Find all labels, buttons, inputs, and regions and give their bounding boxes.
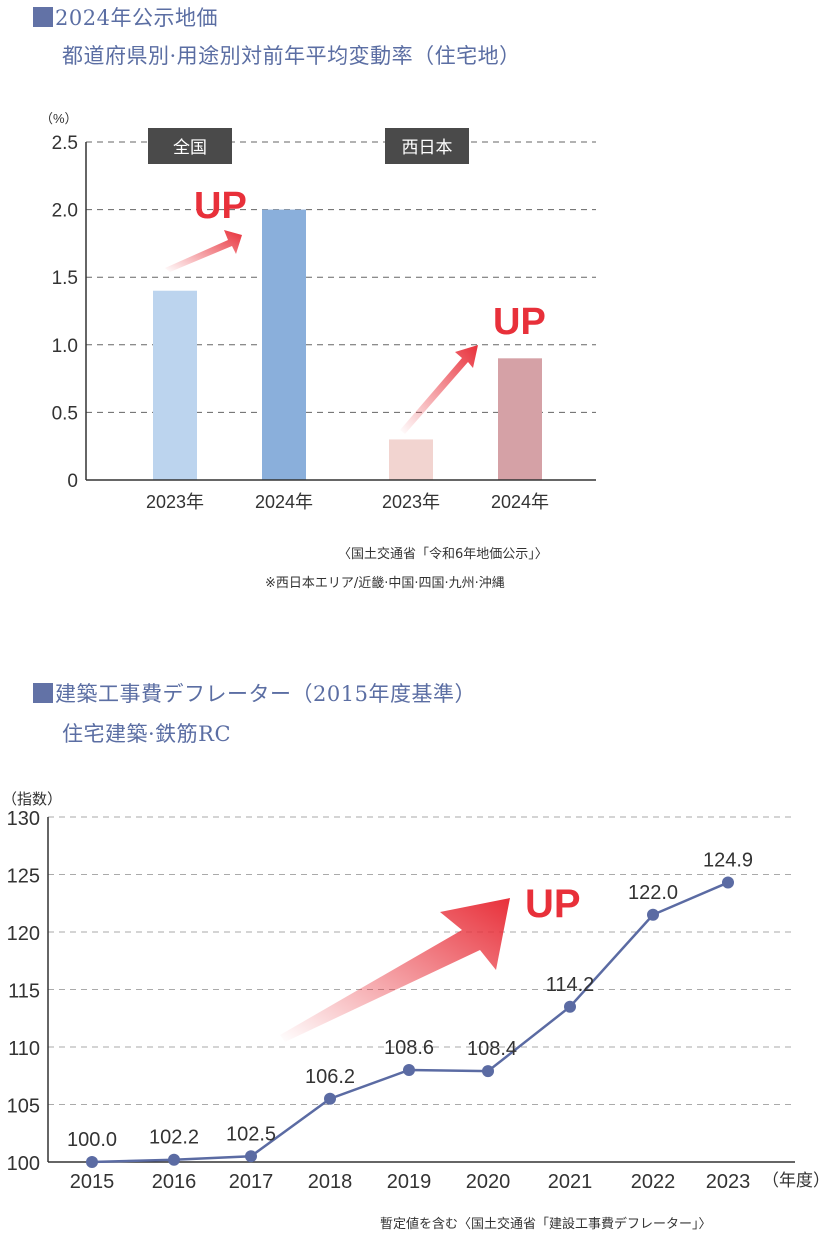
chart1-footnote: ※西日本エリア/近畿·中国·四国·九州·沖縄	[265, 576, 505, 591]
x-tick-label: 2022	[631, 1171, 676, 1193]
data-point	[168, 1153, 180, 1166]
data-label: 114.2	[546, 974, 595, 996]
data-label: 100.0	[67, 1129, 117, 1151]
data-label: 124.9	[703, 850, 753, 872]
up-arrow-icon	[280, 898, 510, 1042]
chart2-subtitle: 住宅建築·鉄筋RC	[62, 722, 232, 746]
x-tick-label: 2024年	[255, 492, 313, 512]
chart1-source: 〈国土交通省「令和6年地価公示」〉	[338, 547, 548, 562]
x-tick-label: 2017	[229, 1171, 274, 1193]
x-tick-label: 2024年	[491, 492, 549, 512]
x-tick-label: 2016	[152, 1171, 197, 1193]
y-tick-label: 0	[67, 471, 78, 492]
line-chart: （指数） 100 105 110 115 120 125 130 UP 100.0 2015 102.…	[2, 791, 824, 1193]
y-tick-label: 0.5	[52, 403, 78, 424]
data-point	[245, 1150, 257, 1163]
y-tick-label: 105	[7, 1096, 40, 1118]
x-tick-label: 2020	[466, 1171, 511, 1193]
data-point	[324, 1092, 336, 1105]
x-tick-label: 2023年	[146, 492, 204, 512]
up-arrow-icon	[400, 345, 478, 434]
chart2-title-text: 建築工事費デフレーター（2015年度基準）	[55, 682, 476, 706]
data-label: 108.4	[467, 1038, 517, 1060]
bar	[498, 358, 542, 480]
group-tag-label: 全国	[173, 138, 207, 157]
bar	[153, 290, 197, 480]
title-square-icon	[33, 7, 53, 27]
up-label: UP	[493, 301, 546, 343]
up-arrow-icon	[165, 230, 242, 272]
y-tick-label: 2.5	[52, 133, 78, 154]
group-tag	[385, 128, 469, 164]
data-label: 108.6	[384, 1037, 434, 1059]
data-point	[86, 1156, 98, 1168]
data-label: 106.2	[305, 1066, 355, 1088]
y-tick-label: 1.5	[52, 268, 78, 289]
y-tick-label: 100	[7, 1153, 40, 1175]
x-tick-label: 2023	[706, 1171, 751, 1193]
x-tick-label: 2015	[70, 1171, 115, 1193]
bar-chart: （%） 0 0.5 1.0 1.5 2.0 2.5 2023年 2024年 全国 2023年 2024…	[40, 111, 596, 512]
data-point	[482, 1065, 494, 1078]
y-tick-label: 115	[8, 981, 40, 1003]
bar	[262, 209, 306, 480]
data-point	[564, 1000, 576, 1013]
y-tick-label: 130	[7, 808, 40, 830]
y-axis-label: （%）	[40, 111, 78, 126]
up-label: UP	[194, 185, 247, 227]
chart1-title: 2024年公示地価	[33, 2, 218, 32]
y-tick-label: 125	[7, 866, 40, 888]
y-tick-label: 110	[8, 1038, 40, 1060]
title-square-icon	[33, 683, 53, 703]
y-tick-label: 1.0	[52, 336, 78, 357]
data-label: 102.2	[149, 1127, 199, 1149]
chart2-source: 暫定値を含む〈国土交通省「建設工事費デフレーター」〉	[380, 1217, 712, 1232]
group-tag-label: 西日本	[402, 138, 453, 157]
x-tick-label: 2019	[387, 1171, 432, 1193]
data-point	[722, 876, 734, 889]
data-point	[647, 908, 659, 921]
x-tick-label: 2018	[308, 1171, 353, 1193]
x-axis-label: （年度）	[762, 1171, 824, 1190]
y-tick-label: 2.0	[52, 201, 78, 222]
x-tick-label: 2023年	[382, 492, 440, 512]
bar	[389, 439, 433, 480]
up-label: UP	[525, 882, 581, 926]
chart1-subtitle: 都道府県別·用途別対前年平均変動率（住宅地）	[62, 44, 521, 68]
chart2-title: 建築工事費デフレーター（2015年度基準）	[33, 678, 476, 708]
y-tick-label: 120	[7, 923, 40, 945]
data-label: 102.5	[226, 1123, 276, 1145]
series-line	[91, 881, 729, 1164]
x-tick-label: 2021	[548, 1171, 593, 1193]
data-point	[403, 1064, 415, 1076]
data-label: 122.0	[628, 882, 678, 904]
group-tag	[148, 128, 232, 164]
y-axis-label: （指数）	[2, 791, 62, 808]
chart1-title-text: 2024年公示地価	[55, 6, 218, 30]
